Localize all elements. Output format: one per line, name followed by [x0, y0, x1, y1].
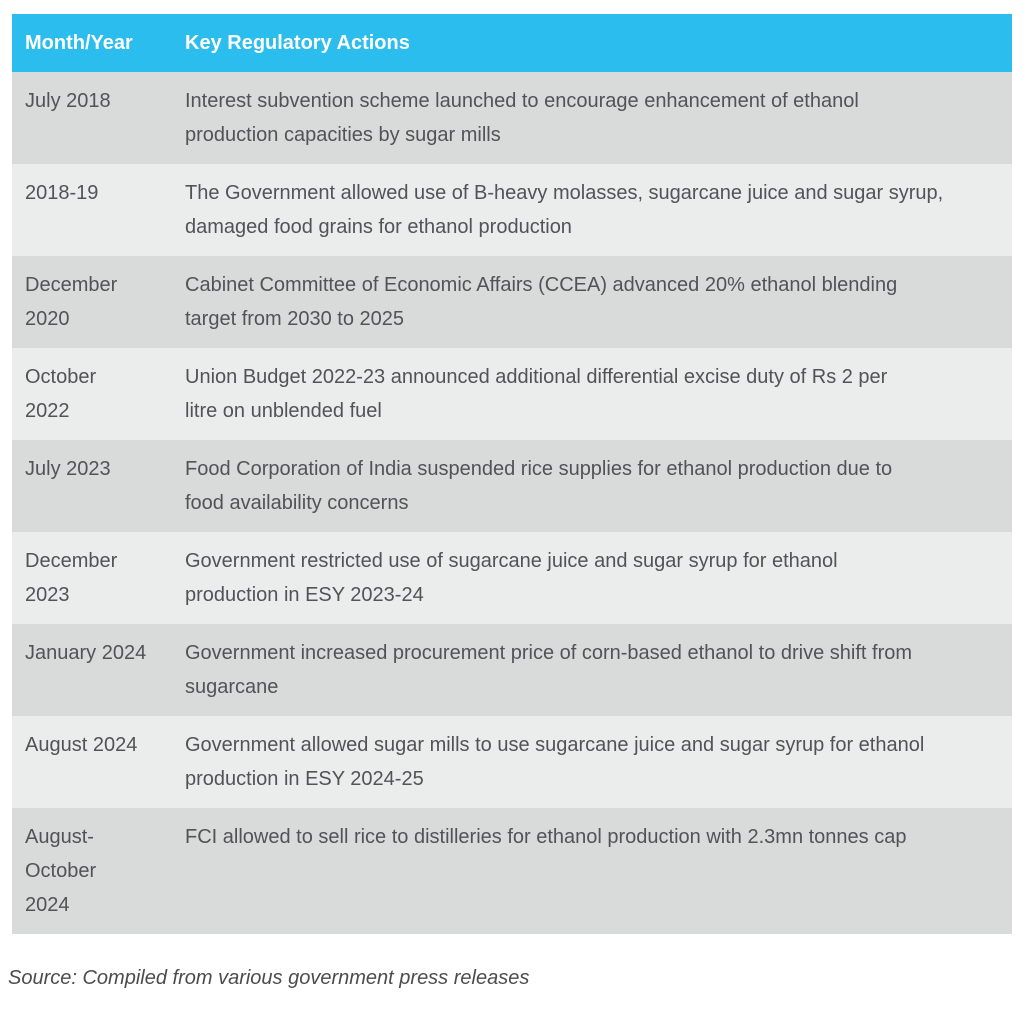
table-header: Month/Year Key Regulatory Actions	[12, 14, 1012, 72]
action-cell: FCI allowed to sell rice to distilleries…	[185, 808, 1012, 934]
regulatory-actions-table: Month/Year Key Regulatory Actions July 2…	[12, 14, 1012, 934]
table-row: December 2023 Government restricted use …	[12, 532, 1012, 624]
period-cell: August- October 2024	[12, 808, 185, 934]
action-cell: Food Corporation of India suspended rice…	[185, 440, 1012, 532]
action-cell: Government restricted use of sugarcane j…	[185, 532, 1012, 624]
period-cell: July 2023	[12, 440, 185, 532]
header-row: Month/Year Key Regulatory Actions	[12, 14, 1012, 72]
table-row: August- October 2024 FCI allowed to sell…	[12, 808, 1012, 934]
table-row: December 2020 Cabinet Committee of Econo…	[12, 256, 1012, 348]
action-cell: Government allowed sugar mills to use su…	[185, 716, 1012, 808]
table-body: July 2018 Interest subvention scheme lau…	[12, 72, 1012, 934]
period-cell: August 2024	[12, 716, 185, 808]
action-cell: The Government allowed use of B-heavy mo…	[185, 164, 1012, 256]
period-cell: January 2024	[12, 624, 185, 716]
table-row: July 2023 Food Corporation of India susp…	[12, 440, 1012, 532]
period-cell: October 2022	[12, 348, 185, 440]
table-row: August 2024 Government allowed sugar mil…	[12, 716, 1012, 808]
action-cell: Interest subvention scheme launched to e…	[185, 72, 1012, 164]
action-cell: Cabinet Committee of Economic Affairs (C…	[185, 256, 1012, 348]
period-cell: July 2018	[12, 72, 185, 164]
period-cell: 2018-19	[12, 164, 185, 256]
column-header-month-year: Month/Year	[12, 14, 185, 72]
period-cell: December 2020	[12, 256, 185, 348]
table-row: 2018-19 The Government allowed use of B-…	[12, 164, 1012, 256]
table-row: July 2018 Interest subvention scheme lau…	[12, 72, 1012, 164]
period-cell: December 2023	[12, 532, 185, 624]
action-cell: Union Budget 2022-23 announced additiona…	[185, 348, 1012, 440]
table-row: October 2022 Union Budget 2022-23 announ…	[12, 348, 1012, 440]
action-cell: Government increased procurement price o…	[185, 624, 1012, 716]
column-header-key-regulatory-actions: Key Regulatory Actions	[185, 14, 1012, 72]
table-row: January 2024 Government increased procur…	[12, 624, 1012, 716]
source-note: Source: Compiled from various government…	[8, 967, 530, 989]
